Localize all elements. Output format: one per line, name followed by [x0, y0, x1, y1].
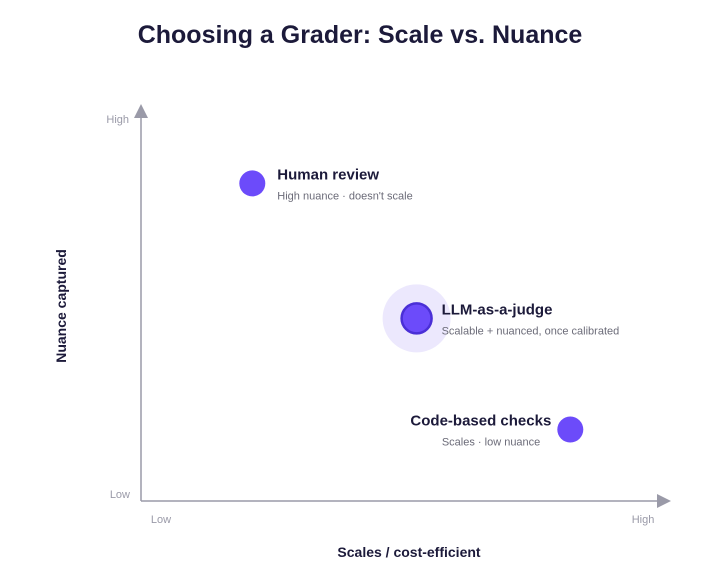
- x-axis-arrow: [657, 494, 671, 508]
- x-axis-title: Scales / cost-efficient: [337, 544, 481, 560]
- chart-title: Choosing a Grader: Scale vs. Nuance: [138, 21, 583, 49]
- point-note-llm-as-a-judge: Scalable + nuanced, once calibrated: [442, 325, 620, 337]
- point-group-llm-as-a-judge: LLM-as-a-judge Scalable + nuanced, once c…: [382, 284, 620, 353]
- x-tick-low: Low: [151, 514, 171, 526]
- point-label-llm-as-a-judge: LLM-as-a-judge: [442, 301, 553, 318]
- y-tick-high: High: [106, 114, 129, 126]
- point-group-code-based-checks: Code-based checks Scales · low nuance: [410, 413, 584, 449]
- point-llm-as-a-judge: [400, 302, 433, 335]
- point-note-human-review: High nuance · doesn't scale: [277, 190, 412, 202]
- point-label-code-based-checks: Code-based checks: [410, 413, 551, 430]
- y-tick-low: Low: [110, 489, 130, 501]
- point-code-based-checks: [557, 416, 584, 443]
- point-group-human-review: Human review High nuance · doesn't scale: [239, 166, 413, 202]
- axes: [134, 104, 671, 508]
- data-points: Human review High nuance · doesn't scale L…: [239, 166, 620, 449]
- y-axis-title: Nuance captured: [53, 249, 69, 363]
- y-axis-arrow: [134, 104, 148, 118]
- point-note-code-based-checks: Scales · low nuance: [442, 437, 540, 449]
- x-tick-high: High: [632, 514, 655, 526]
- point-label-human-review: Human review: [277, 166, 379, 183]
- point-human-review: [239, 170, 266, 197]
